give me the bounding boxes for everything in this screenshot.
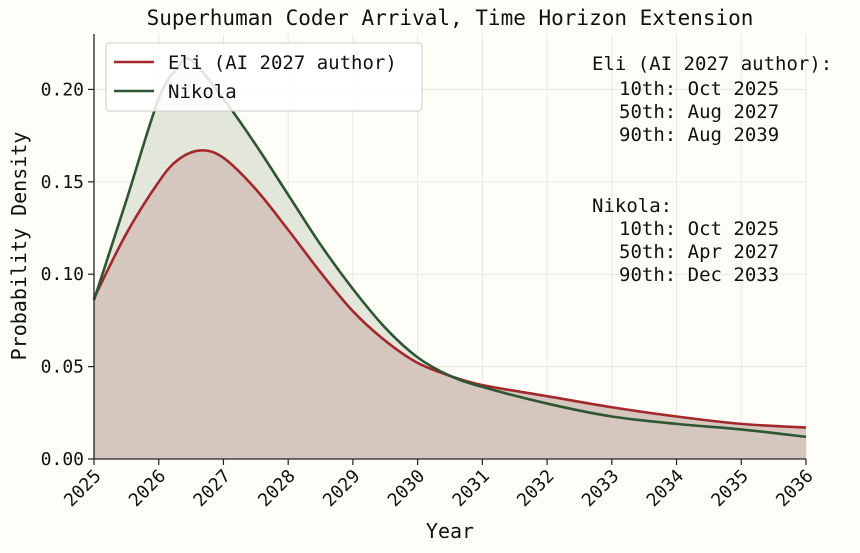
eli-stats-90th: 90th: Aug 2039 bbox=[619, 124, 779, 146]
line-eli bbox=[92, 149, 807, 429]
y-axis-label: Probability Density bbox=[7, 132, 31, 361]
nikola-stats-50th: 50th: Apr 2027 bbox=[619, 241, 779, 263]
y-ticks: 0.00 0.05 0.10 0.15 0.20 bbox=[41, 79, 94, 470]
y-tick-label: 0.00 bbox=[41, 449, 84, 470]
eli-stats-10th: 10th: Oct 2025 bbox=[619, 78, 779, 100]
y-tick-label: 0.20 bbox=[41, 79, 84, 100]
y-tick-label: 0.10 bbox=[41, 264, 84, 285]
plot-areas bbox=[94, 57, 806, 459]
chart-title: Superhuman Coder Arrival, Time Horizon E… bbox=[147, 6, 754, 30]
eli-stats-heading: Eli (AI 2027 author): bbox=[592, 53, 832, 75]
legend: Eli (AI 2027 author) Nikola bbox=[105, 42, 423, 112]
nikola-stats-90th: 90th: Dec 2033 bbox=[619, 264, 779, 286]
axes bbox=[93, 34, 806, 460]
area-eli bbox=[94, 150, 806, 459]
y-tick-label: 0.15 bbox=[41, 172, 84, 193]
y-tick-label: 0.05 bbox=[41, 357, 84, 378]
legend-label-nikola: Nikola bbox=[168, 81, 237, 103]
legend-box bbox=[105, 42, 423, 112]
eli-stats-50th: 50th: Aug 2027 bbox=[619, 101, 779, 123]
x-axis-label: Year bbox=[426, 519, 474, 543]
percentile-annotations: Eli (AI 2027 author): 10th: Oct 2025 50t… bbox=[592, 53, 832, 286]
nikola-stats-10th: 10th: Oct 2025 bbox=[619, 218, 779, 240]
legend-label-eli: Eli (AI 2027 author) bbox=[168, 52, 397, 74]
nikola-stats-heading: Nikola: bbox=[592, 195, 672, 217]
